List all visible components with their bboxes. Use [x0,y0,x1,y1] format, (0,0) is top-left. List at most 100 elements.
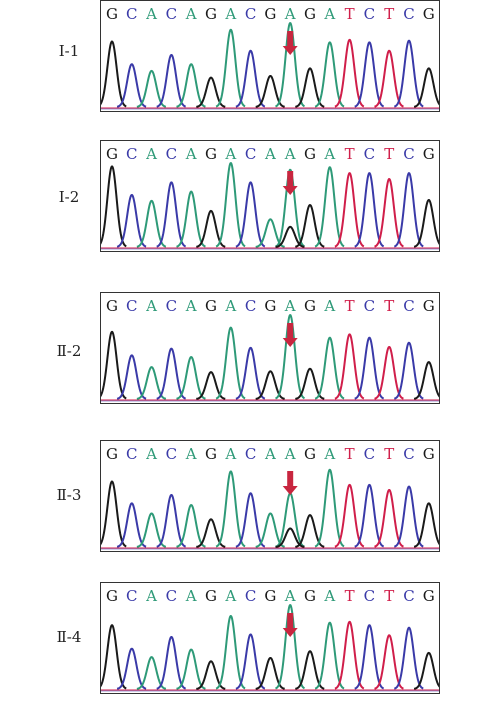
base-call-label: A [284,297,296,315]
base-call-label: A [224,145,236,163]
row-label: Ⅱ-2 [56,342,82,360]
base-call-label: C [126,5,137,23]
peak-A [215,470,246,548]
peak-G [413,651,439,690]
peak-A [175,356,206,400]
peak-G [101,624,127,690]
base-call-label: C [166,587,177,605]
base-call-label: A [185,445,197,463]
peak-G [101,330,127,400]
base-call-label: T [384,297,394,315]
arrow-down-icon [282,613,298,637]
base-call-label: G [106,445,118,463]
base-call-label: C [245,145,256,163]
base-call-label: T [384,145,394,163]
peak-C [393,485,424,548]
base-call-label: A [145,587,157,605]
base-call-label: G [304,145,316,163]
base-call-label: G [264,297,276,315]
peak-A [215,615,246,690]
base-call-label: G [264,587,276,605]
base-call-label: C [364,5,375,23]
peak-C [235,181,266,248]
base-call-label: C [364,297,375,315]
base-call-label: A [323,445,335,463]
peak-A [175,648,206,690]
base-call-label: A [224,297,236,315]
base-call-label: G [106,145,118,163]
peak-C [393,172,424,248]
peak-C [116,193,147,248]
base-call-label: G [304,445,316,463]
base-call-label: C [403,297,414,315]
peak-C [354,624,385,690]
base-call-label: G [106,587,118,605]
peak-C [116,647,147,690]
base-call-label: T [345,587,355,605]
peak-A [255,218,286,248]
base-call-label: C [126,145,137,163]
peak-C [354,41,385,108]
base-call-label: C [126,587,137,605]
peak-G [101,165,127,248]
peak-A [274,22,305,108]
base-call-label: A [224,587,236,605]
base-call-label: C [403,5,414,23]
base-call-label: T [345,5,355,23]
peak-G [101,40,127,108]
base-call-label: G [423,445,435,463]
base-call-label: G [423,5,435,23]
peak-G [255,370,286,400]
base-call-label: C [166,145,177,163]
base-call-label: T [384,445,394,463]
base-call-label: C [126,445,137,463]
row-label: Ⅰ-2 [58,188,80,206]
base-call-label: A [145,145,157,163]
base-call-label: C [166,5,177,23]
row-label: Ⅱ-4 [56,628,82,646]
base-call-label: A [224,5,236,23]
base-call-label: G [304,587,316,605]
base-call-label: G [264,5,276,23]
base-call-label: C [166,445,177,463]
peak-C [156,493,187,548]
base-call-label: C [245,587,256,605]
peak-C [235,633,266,690]
peak-A [274,168,305,248]
peak-A [215,28,246,108]
base-call-label: A [323,587,335,605]
peak-A [314,166,345,248]
peak-C [393,626,424,690]
base-call-label: G [205,445,217,463]
base-call-label: G [423,145,435,163]
base-call-label: A [323,5,335,23]
arrow-down-icon [282,323,298,347]
peak-A [215,326,246,400]
peak-C [116,354,147,400]
peak-G [413,199,439,248]
base-call-label: T [384,587,394,605]
base-call-label: G [205,587,217,605]
base-call-label: A [284,587,296,605]
secondary-peak-G [275,225,305,248]
base-call-label: T [384,5,394,23]
peak-A [274,492,305,548]
base-call-label: A [284,445,296,463]
base-call-label: A [264,445,276,463]
peak-C [156,181,187,248]
base-call-label: C [245,445,256,463]
row-label: Ⅰ-1 [58,42,80,60]
base-call-label: C [245,297,256,315]
base-call-label: G [304,5,316,23]
peak-C [354,483,385,548]
arrow-down-icon [282,31,298,55]
peak-C [354,172,385,248]
peak-C [156,53,187,108]
peak-C [156,635,187,690]
